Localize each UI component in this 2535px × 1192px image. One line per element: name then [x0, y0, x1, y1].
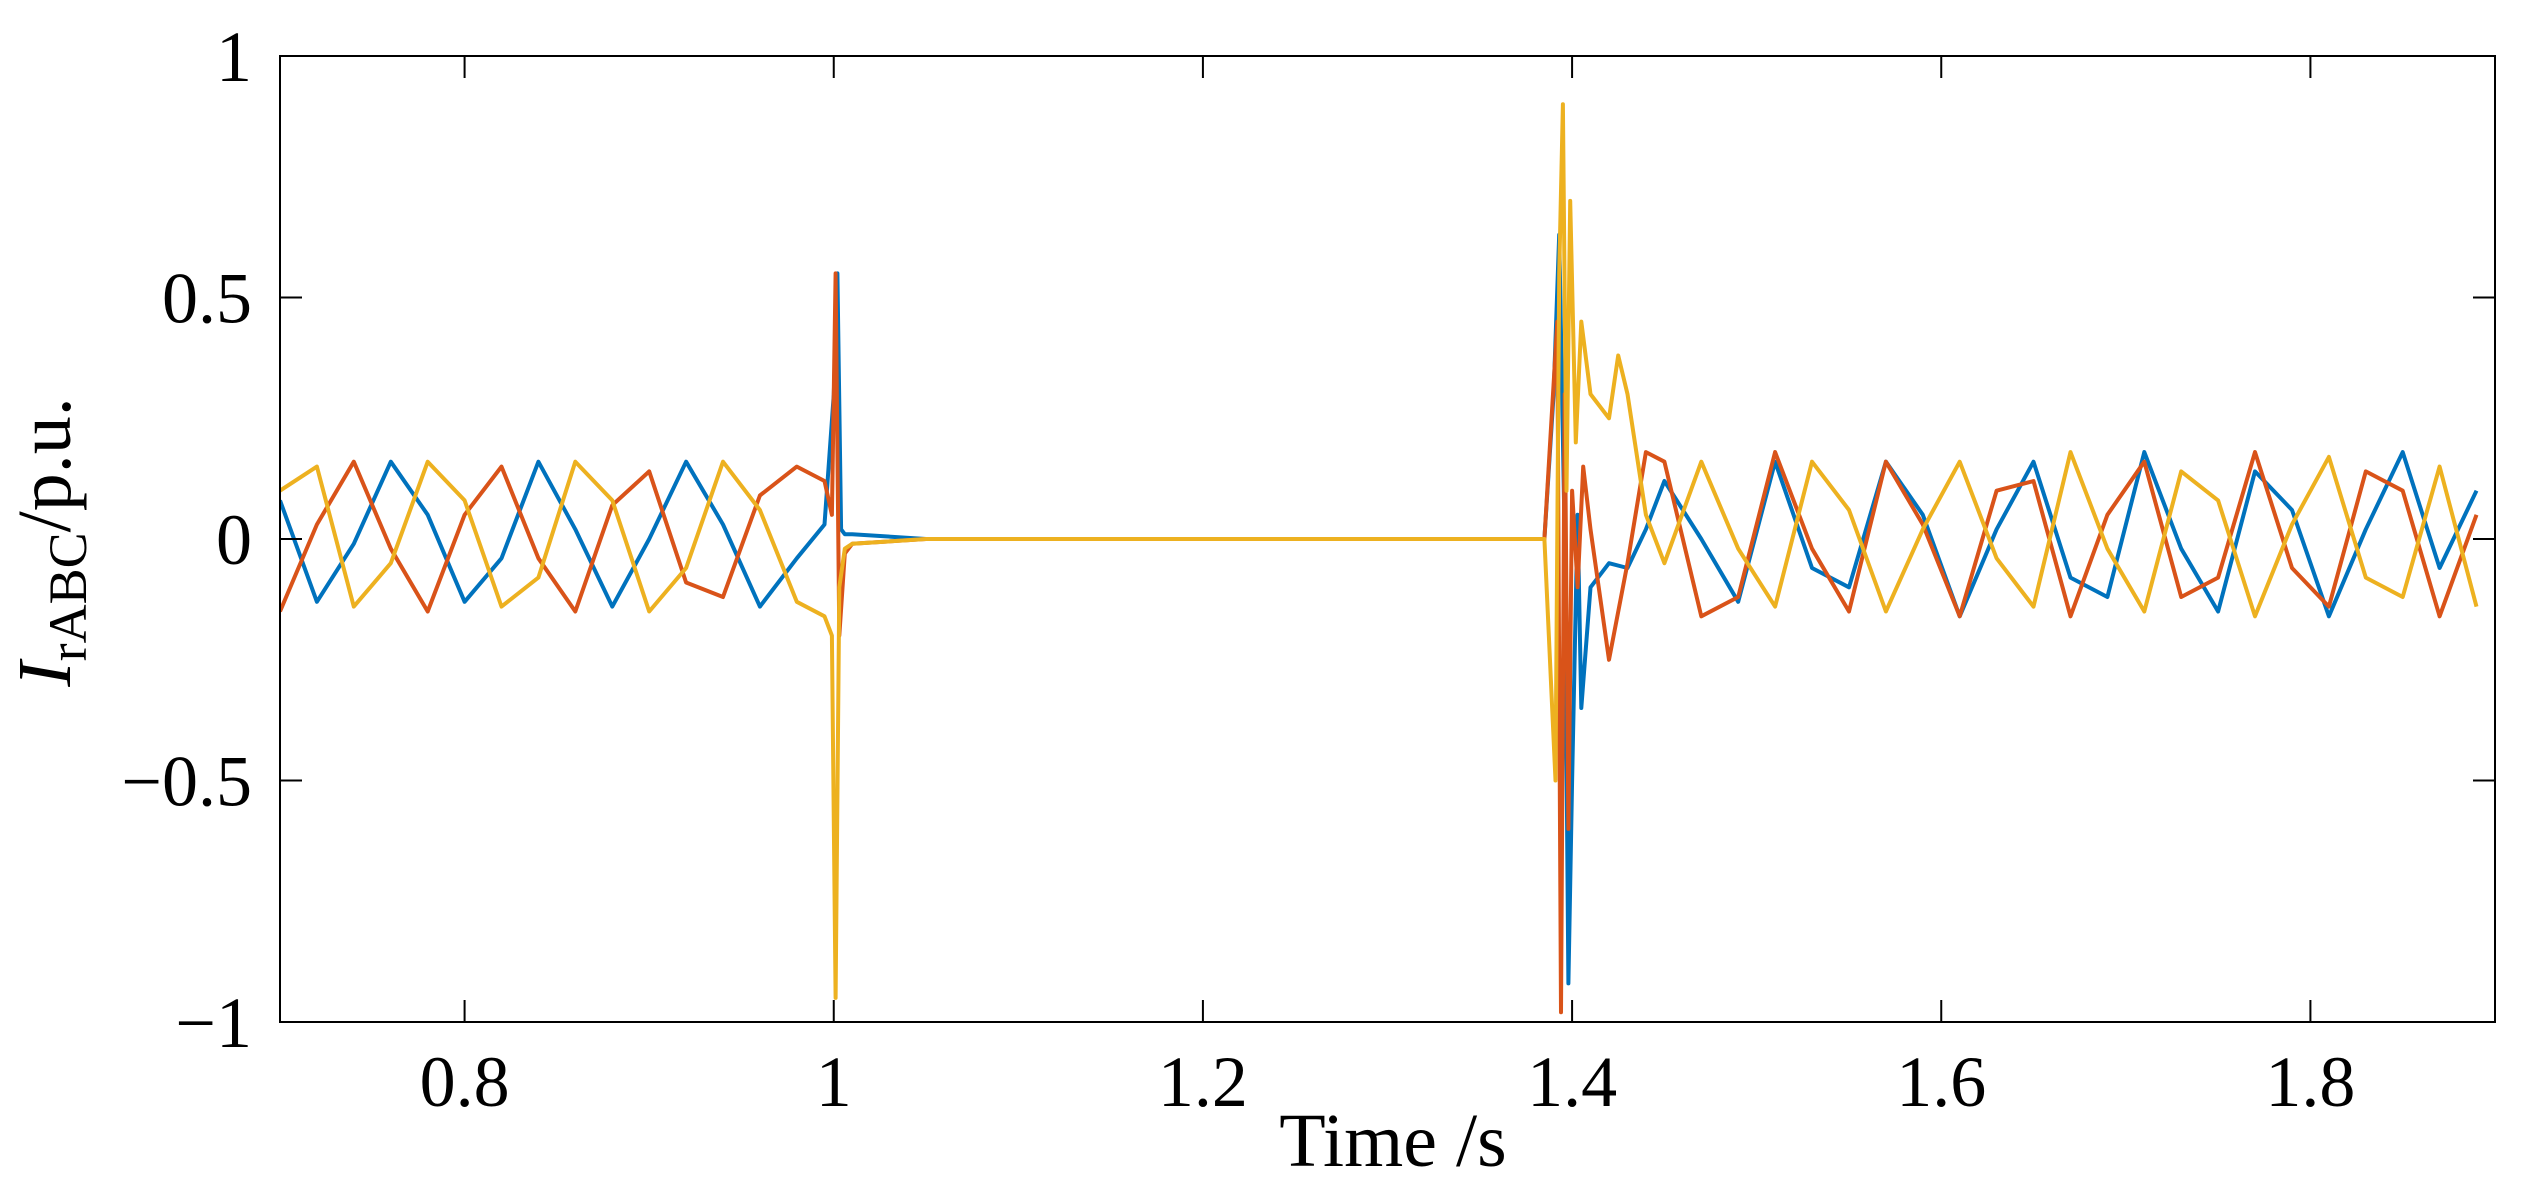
y-axis-title-subscript: rABC — [38, 532, 98, 661]
y-axis-title: IrABC/p.u. — [3, 397, 98, 687]
axes: 0.8 1 1.2 1.4 1.6 1.8 1 0.5 0 −0.5 −1 — [121, 17, 2496, 1122]
y-tick-label: −0.5 — [121, 742, 252, 822]
x-tick-label: 1.4 — [1527, 1042, 1617, 1122]
y-axis-title-main: I — [3, 658, 87, 688]
series-line-2 — [280, 271, 2479, 1015]
y-tick-label: 1 — [216, 17, 252, 97]
series-line-1 — [280, 232, 2479, 986]
y-tick-label: 0.5 — [162, 259, 252, 339]
series-line-3 — [280, 102, 2479, 1000]
x-tick-label: 1.6 — [1896, 1042, 1986, 1122]
plot-area — [280, 102, 2479, 1015]
y-axis-title-suffix: /p.u. — [3, 397, 87, 532]
x-tick-label: 1.8 — [2265, 1042, 2355, 1122]
x-tick-label: 1.2 — [1158, 1042, 1248, 1122]
x-tick-label: 1 — [816, 1042, 852, 1122]
x-tick-label: 0.8 — [420, 1042, 510, 1122]
y-tick-label: 0 — [216, 500, 252, 580]
x-axis-title: Time /s — [1279, 1099, 1506, 1183]
y-tick-label: −1 — [175, 983, 252, 1063]
